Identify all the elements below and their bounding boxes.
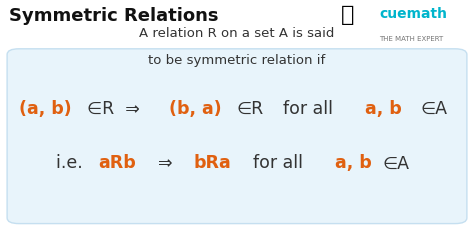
Text: to be symmetric relation if: to be symmetric relation if [148, 54, 326, 67]
Text: i.e.: i.e. [56, 154, 89, 173]
Text: for all: for all [272, 100, 344, 118]
Text: bRa: bRa [194, 154, 231, 173]
Text: (a, b): (a, b) [19, 100, 72, 118]
Text: 🚀: 🚀 [341, 5, 355, 25]
Text: cuemath: cuemath [379, 7, 447, 21]
Text: ∈R  ⇒: ∈R ⇒ [87, 100, 151, 118]
Text: (b, a): (b, a) [169, 100, 222, 118]
Text: a, b: a, b [336, 154, 372, 173]
Text: Symmetric Relations: Symmetric Relations [9, 7, 219, 25]
Text: THE MATH EXPERT: THE MATH EXPERT [379, 36, 444, 42]
Text: ∈A: ∈A [383, 154, 410, 173]
Text: a, b: a, b [365, 100, 408, 118]
Text: A relation R on a set A is said: A relation R on a set A is said [139, 27, 335, 40]
Text: ∈R: ∈R [237, 100, 264, 118]
Text: ⇒: ⇒ [146, 154, 183, 173]
Text: ∈A: ∈A [420, 100, 447, 118]
FancyBboxPatch shape [7, 49, 467, 224]
Text: aRb: aRb [98, 154, 136, 173]
Text: for all: for all [243, 154, 314, 173]
